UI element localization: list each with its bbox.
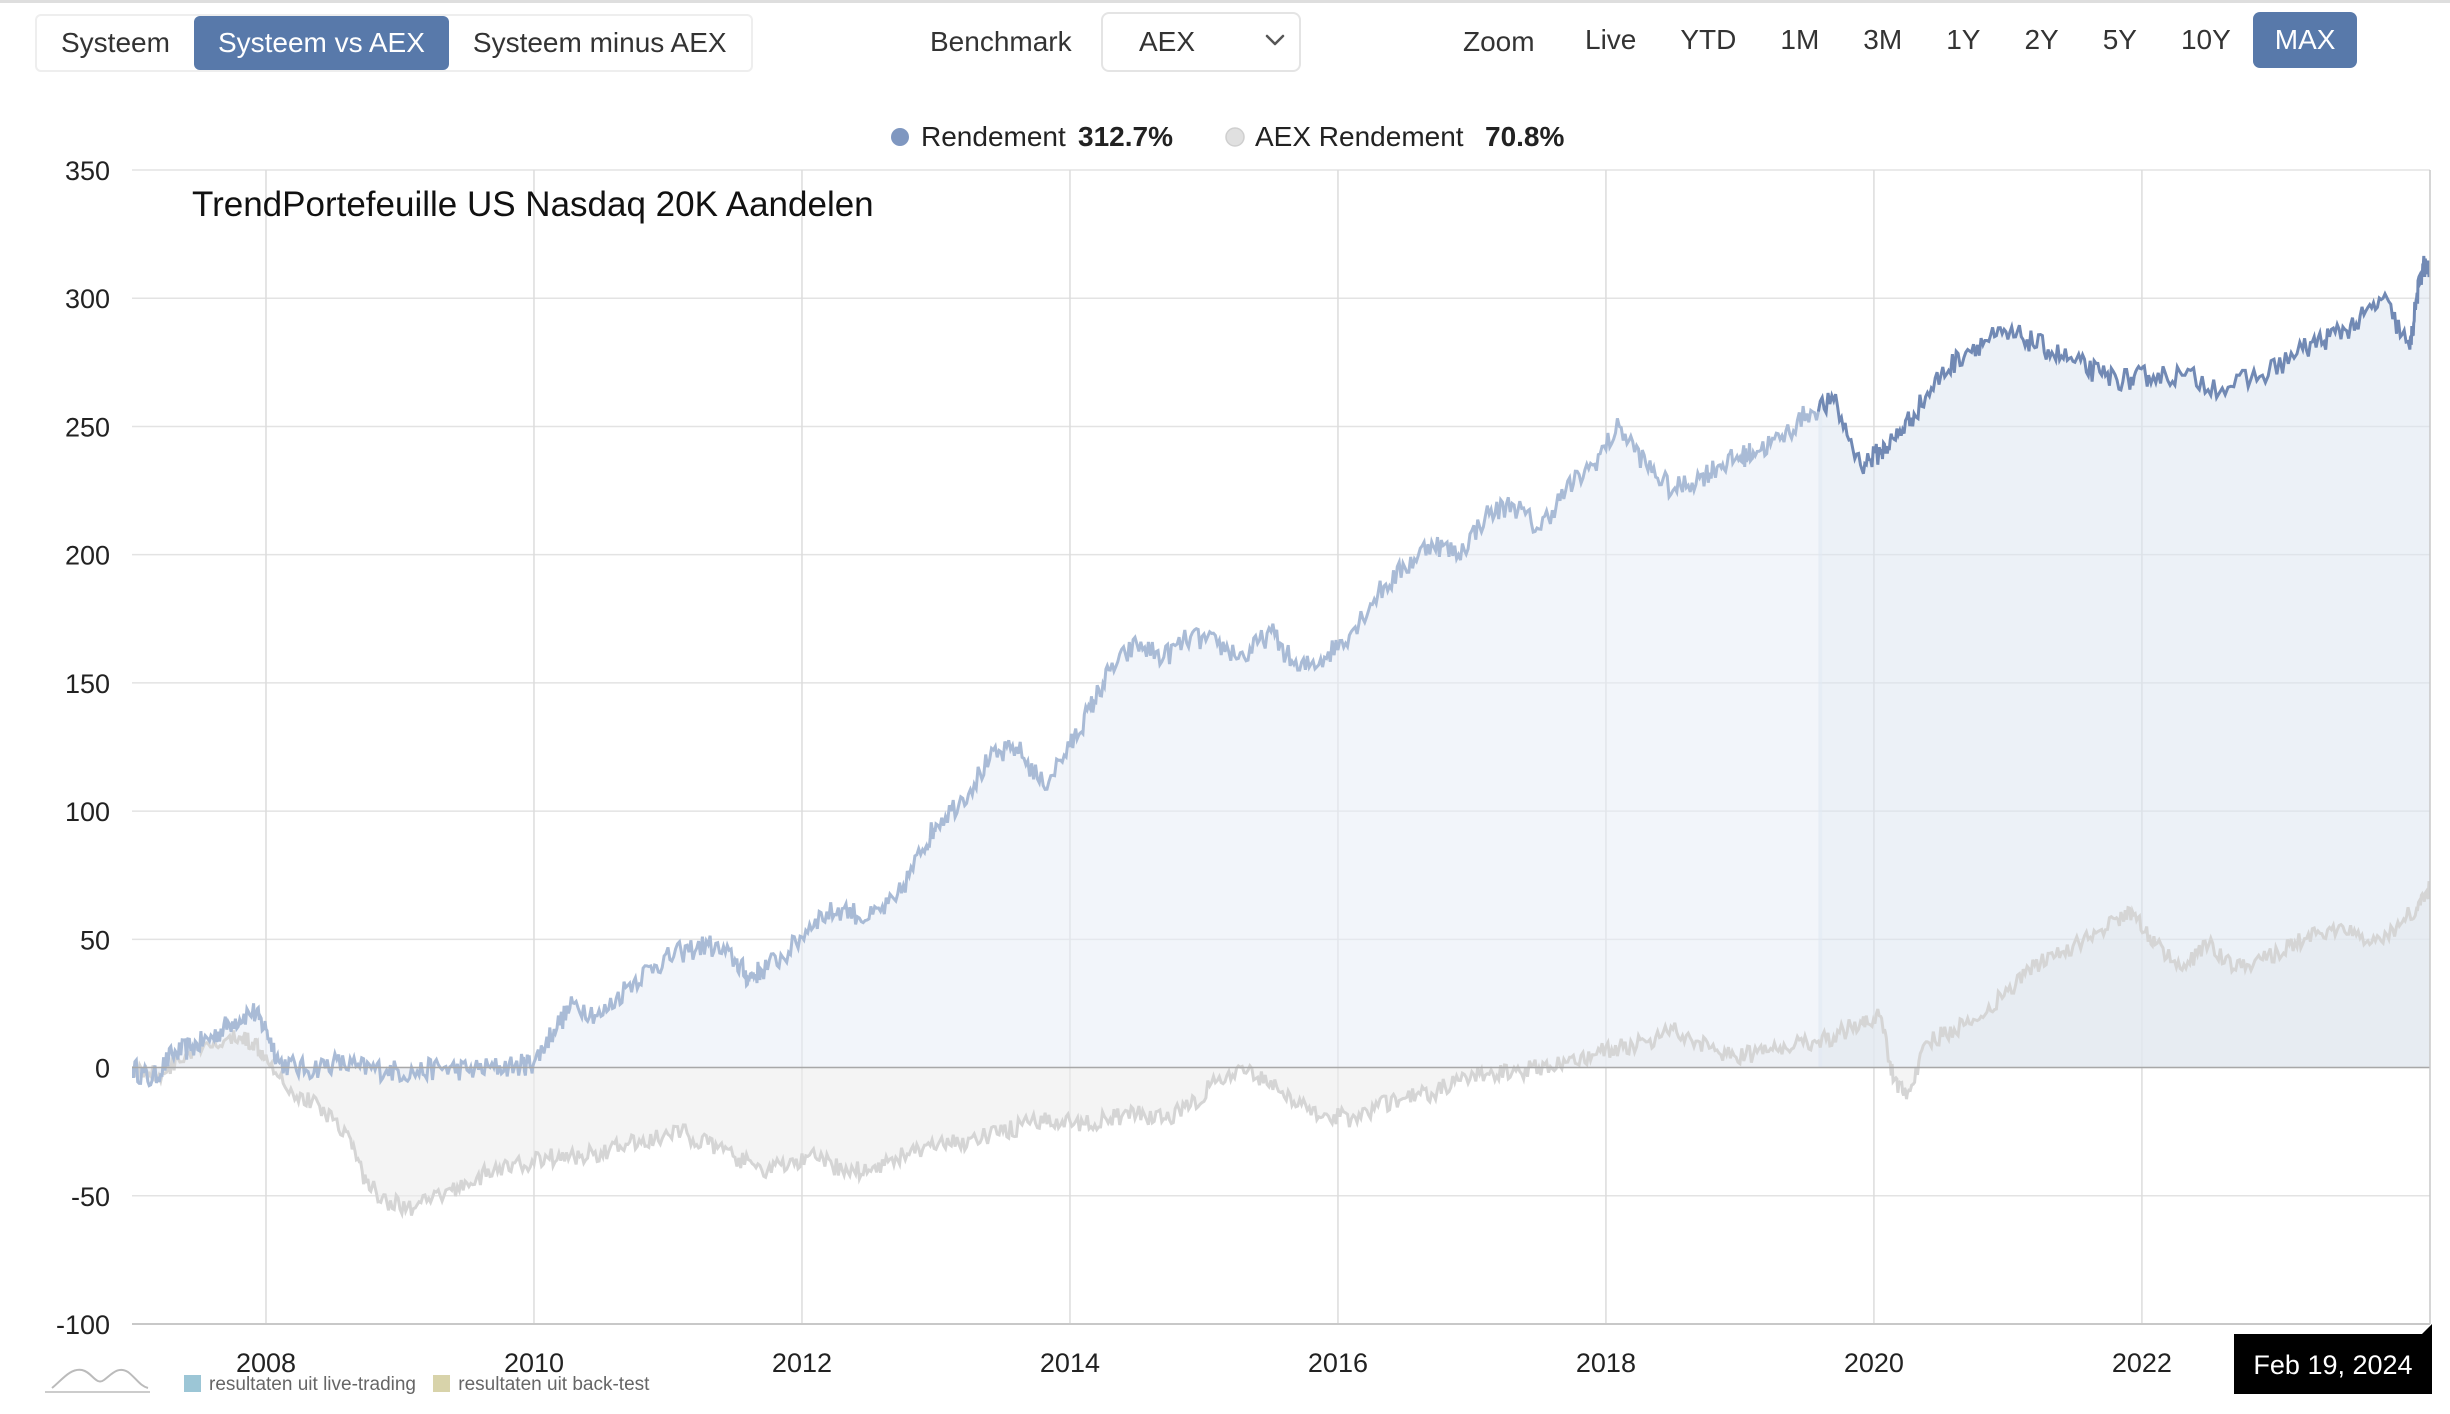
y-tick-label: 350 — [65, 156, 110, 186]
zoom-1y[interactable]: 1Y — [1946, 24, 1981, 55]
legend: Rendement 312.7% AEX Rendement 70.8% — [891, 121, 1564, 152]
backtest-label: resultaten uit back-test — [458, 1374, 650, 1395]
y-tick-label: 300 — [65, 284, 110, 314]
backtest-swatch — [433, 1375, 451, 1392]
zoom-live[interactable]: Live — [1585, 24, 1637, 55]
zoom-1m[interactable]: 1M — [1780, 24, 1820, 55]
system-area-live — [1818, 256, 2430, 1068]
zoom-5y[interactable]: 5Y — [2102, 24, 2137, 55]
y-tick-label: 0 — [95, 1054, 110, 1084]
zoom-3m[interactable]: 3M — [1863, 24, 1903, 55]
y-tick-label: 100 — [65, 797, 110, 827]
zoom-ytd[interactable]: YTD — [1680, 24, 1737, 55]
y-axis-ticks: -100 -50 0 50 100 150 200 250 300 350 — [56, 156, 110, 1340]
x-tick-label: 2010 — [504, 1348, 564, 1378]
zoom-max[interactable]: MAX — [2252, 12, 2358, 68]
system-area-backtest — [132, 397, 1823, 1086]
navigator-thumbnail[interactable] — [45, 1368, 150, 1393]
live-trading-label: resultaten uit live-trading — [209, 1374, 416, 1395]
y-tick-label: -100 — [56, 1310, 110, 1340]
legend-value-aex: 70.8% — [1485, 121, 1564, 152]
tooltip-date: Feb 19, 2024 — [2253, 1350, 2412, 1380]
y-tick-label: 150 — [65, 669, 110, 699]
footer-legend: resultaten uit live-trading resultaten u… — [184, 1374, 649, 1404]
legend-marker-aex — [1225, 127, 1245, 147]
y-tick-label: -50 — [71, 1182, 110, 1212]
chevron-down-icon — [1265, 34, 1285, 46]
y-tick-label: 200 — [65, 541, 110, 571]
tab-systeem-vs-aex[interactable]: Systeem vs AEX — [193, 16, 449, 70]
x-tick-label: 2012 — [772, 1348, 832, 1378]
legend-label-rendement[interactable]: Rendement — [921, 121, 1066, 152]
x-tick-label: 2008 — [236, 1348, 296, 1378]
top-border — [0, 0, 2450, 3]
zoom-options: Live YTD 1M 3M 1Y 2Y 5Y 10Y MAX — [1563, 12, 2358, 68]
tooltip: Feb 19, 2024 — [2234, 1324, 2432, 1394]
y-tick-label: 50 — [80, 925, 110, 955]
view-tabs: Systeem Systeem vs AEX Systeem minus AEX — [35, 14, 753, 72]
aex-area — [132, 881, 2430, 1216]
zoom-label: Zoom — [1463, 26, 1535, 57]
x-axis-ticks: 2008 2010 2012 2014 2016 2018 2020 2022 — [236, 1348, 2172, 1378]
chart-title: TrendPortefeuille US Nasdaq 20K Aandelen — [192, 185, 874, 224]
x-tick-label: 2018 — [1576, 1348, 1636, 1378]
x-tick-label: 2020 — [1844, 1348, 1904, 1378]
legend-marker-rendement — [891, 128, 909, 146]
y-tick-label: 250 — [65, 412, 110, 442]
tab-systeem-minus-aex[interactable]: Systeem minus AEX — [472, 27, 727, 58]
legend-value-rendement: 312.7% — [1078, 121, 1173, 152]
x-tick-label: 2014 — [1040, 1348, 1100, 1378]
x-tick-label: 2016 — [1308, 1348, 1368, 1378]
series-line-aex — [132, 881, 2430, 1220]
zoom-10y[interactable]: 10Y — [2180, 24, 2231, 55]
live-trading-swatch — [184, 1375, 201, 1392]
series-line-rendement-live — [1816, 255, 2430, 475]
tab-systeem[interactable]: Systeem — [61, 27, 170, 58]
x-tick-label: 2022 — [2112, 1348, 2172, 1378]
benchmark-label: Benchmark — [930, 26, 1072, 57]
legend-label-aex[interactable]: AEX Rendement — [1255, 121, 1464, 152]
benchmark-select[interactable]: AEX — [1101, 12, 1301, 72]
zoom-2y[interactable]: 2Y — [2024, 24, 2059, 55]
benchmark-value: AEX — [1139, 26, 1196, 57]
